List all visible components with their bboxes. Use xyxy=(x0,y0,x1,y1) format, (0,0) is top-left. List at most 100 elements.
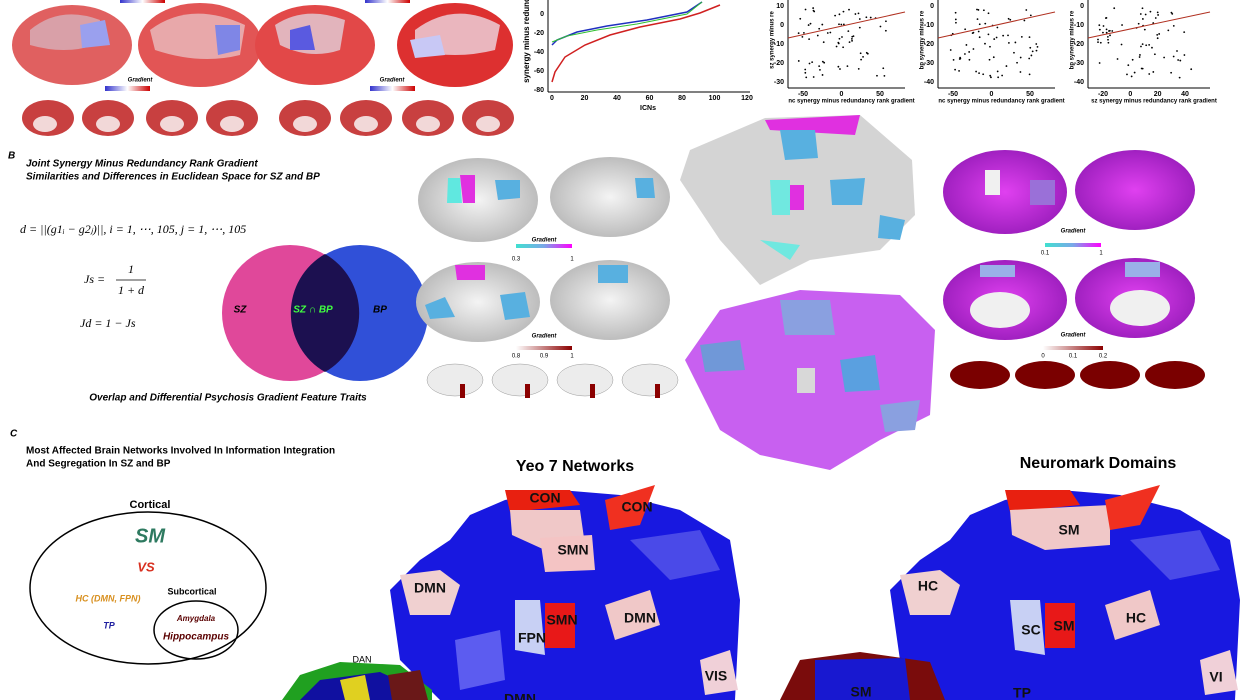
dot xyxy=(949,49,952,51)
dot xyxy=(978,36,981,39)
y-tick-label: -10 xyxy=(924,22,934,29)
y-tick-label: -20 xyxy=(1074,41,1084,48)
panel-letter: C xyxy=(10,429,18,440)
dot xyxy=(819,68,821,71)
dot xyxy=(1127,64,1130,67)
dot xyxy=(1008,42,1010,44)
caption: Overlap and Differential Psychosis Gradi… xyxy=(89,393,367,404)
y-tick-label: -30 xyxy=(1074,60,1084,67)
equation: Jd = 1 − Js xyxy=(80,316,136,330)
dot xyxy=(862,55,864,58)
y-axis-label: sz synergy minus re xyxy=(770,10,776,68)
dot xyxy=(882,67,885,70)
dot xyxy=(802,31,805,34)
network-label: TP xyxy=(1013,685,1031,700)
dot xyxy=(1102,31,1104,34)
dot xyxy=(804,8,807,11)
x-axis-label: nc synergy minus redundancy rank gradien… xyxy=(788,99,914,105)
dot xyxy=(1141,7,1144,10)
dot xyxy=(884,29,887,32)
dot xyxy=(952,59,955,61)
dot xyxy=(1028,73,1031,76)
dot xyxy=(1030,54,1033,57)
y-tick-label: -80 xyxy=(534,87,544,94)
dot xyxy=(1102,25,1105,27)
dot xyxy=(987,33,990,36)
gradient-label: Gradient xyxy=(128,78,154,84)
dot xyxy=(958,70,960,72)
dot xyxy=(990,76,992,79)
dot xyxy=(835,45,838,48)
dot xyxy=(857,12,860,15)
network-label: CON xyxy=(529,490,560,506)
colorbar-tick: 0.2 xyxy=(1099,354,1108,360)
dot xyxy=(1177,59,1180,61)
fit-line xyxy=(787,11,906,39)
y-tick-label: -20 xyxy=(924,41,934,48)
dot xyxy=(1106,35,1109,38)
dot xyxy=(965,44,968,46)
brain-renders-b xyxy=(416,115,1205,470)
dot xyxy=(1145,44,1148,47)
dot xyxy=(860,58,863,61)
map-label: DAN xyxy=(352,654,371,664)
dot xyxy=(1183,31,1186,34)
dot xyxy=(823,61,826,64)
y-tick-label: -10 xyxy=(774,41,784,48)
dot xyxy=(883,74,886,77)
diagram-label: TP xyxy=(103,620,115,630)
x-tick-label: 50 xyxy=(1026,91,1034,98)
network-label: DMN xyxy=(414,580,446,596)
dot xyxy=(1153,53,1156,56)
dot xyxy=(1019,71,1022,73)
venn-diagram xyxy=(222,245,428,381)
fit-line xyxy=(1087,11,1211,39)
dot xyxy=(989,74,992,77)
dot xyxy=(1028,36,1031,38)
y-tick-label: -60 xyxy=(534,68,544,75)
panel-title: And Segregation In SZ and BP xyxy=(26,459,171,470)
dot xyxy=(1143,28,1146,31)
y-tick-label: -20 xyxy=(534,30,544,37)
dot xyxy=(996,26,999,29)
dot xyxy=(808,62,811,65)
panel-title: Most Affected Brain Networks Involved In… xyxy=(26,446,335,457)
x-tick-label: 40 xyxy=(613,95,621,102)
dot xyxy=(805,76,808,79)
dot xyxy=(987,12,990,15)
x-tick-label: 60 xyxy=(646,95,654,102)
dot xyxy=(982,73,985,76)
dot xyxy=(1019,56,1022,59)
dot xyxy=(1014,41,1017,44)
dot xyxy=(1139,13,1142,15)
colorbar-tick: 0.1 xyxy=(1041,251,1050,257)
dot xyxy=(964,28,967,31)
dot xyxy=(996,70,999,73)
dot xyxy=(821,60,824,63)
dot xyxy=(1179,59,1182,62)
gradient-label: Gradient xyxy=(380,78,406,84)
x-tick-label: 0 xyxy=(1128,91,1132,98)
dot xyxy=(1171,12,1174,15)
dot xyxy=(804,68,807,71)
dot xyxy=(1151,46,1153,49)
dot xyxy=(1157,14,1160,16)
dot xyxy=(975,70,977,73)
dot xyxy=(859,52,862,55)
colorbar-tick: 0.9 xyxy=(540,354,549,360)
dot xyxy=(989,45,991,48)
dot xyxy=(1007,34,1009,37)
y-tick-label: 0 xyxy=(1080,3,1084,10)
dot xyxy=(1097,41,1099,44)
dot xyxy=(818,65,821,68)
dot xyxy=(797,60,800,62)
dot xyxy=(841,36,843,38)
dot xyxy=(811,61,814,63)
network-label: FPN xyxy=(518,630,546,646)
colorbar-tick: 1 xyxy=(1099,251,1103,257)
dot xyxy=(1156,11,1159,14)
x-tick-label: 120 xyxy=(741,95,753,102)
y-tick-label: -30 xyxy=(924,60,934,67)
dot xyxy=(1141,43,1144,46)
dot xyxy=(799,17,802,20)
